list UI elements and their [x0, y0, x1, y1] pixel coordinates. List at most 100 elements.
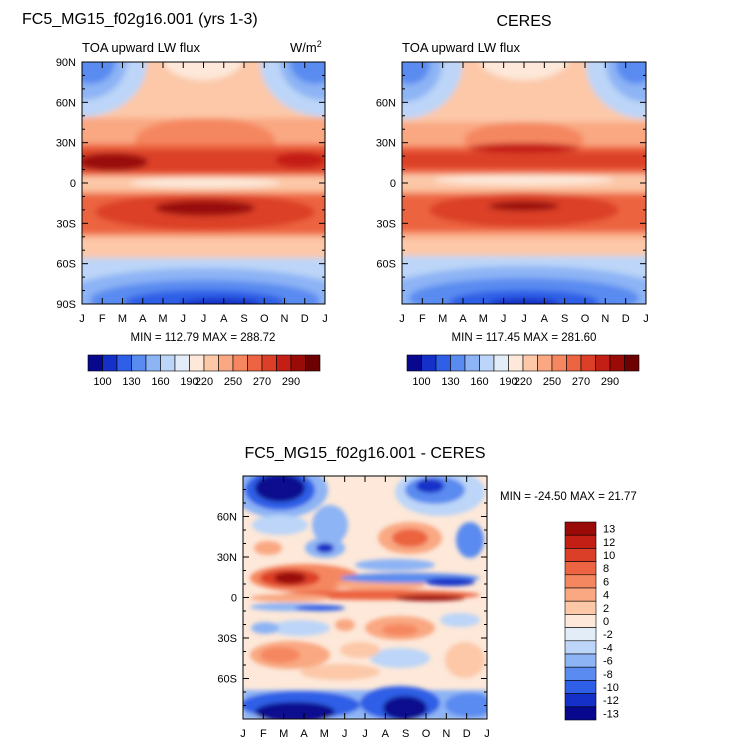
colorbar-swatch	[564, 666, 597, 681]
colorbar-swatch	[218, 354, 234, 372]
colorbar-swatch	[435, 354, 451, 372]
y-tick-label: 30S	[56, 218, 76, 230]
y-tick-label: 0	[70, 178, 76, 190]
colorbar-swatch	[564, 534, 597, 549]
x-tick-label: J	[643, 313, 649, 325]
colorbar-swatch	[508, 354, 524, 372]
model-min-max: MIN = 112.79 MAX = 288.72	[131, 332, 276, 344]
x-tick-label: N	[601, 313, 609, 325]
colorbar-label: 8	[603, 563, 609, 575]
x-tick-label: O	[581, 313, 590, 325]
colorbar-swatch	[580, 354, 596, 372]
colorbar-label: 190	[180, 376, 198, 388]
colorbar-swatch	[145, 354, 161, 372]
x-tick-label: A	[382, 728, 390, 740]
colorbar-label: 10	[603, 550, 615, 562]
x-tick-label: M	[118, 313, 127, 325]
colorbar-swatch	[564, 600, 597, 615]
ceres-min-max: MIN = 117.45 MAX = 281.60	[452, 332, 597, 344]
x-tick-label: N	[281, 313, 289, 325]
colorbar-label: 100	[93, 376, 111, 388]
colorbar-swatch	[160, 354, 176, 372]
x-tick-label: M	[279, 728, 288, 740]
y-tick-label: 60S	[376, 259, 396, 271]
y-tick-label: 30S	[217, 633, 237, 645]
units-label: W/m2	[290, 39, 322, 55]
x-tick-label: J	[521, 313, 527, 325]
x-tick-label: S	[561, 313, 568, 325]
colorbar-swatch	[564, 640, 597, 655]
colorbar-label: 160	[470, 376, 488, 388]
x-tick-label: A	[300, 728, 308, 740]
colorbar-swatch	[595, 354, 611, 372]
x-tick-label: D	[463, 728, 471, 740]
panel-difference: FC5_MG15_f02g16.001 - CERES	[217, 445, 637, 740]
colorbar-swatch	[290, 354, 306, 372]
ceres-heatmap	[402, 62, 646, 304]
colorbar-swatch	[406, 354, 422, 372]
model-subtitle: TOA upward LW flux	[82, 40, 201, 55]
y-tick-label: 30N	[376, 138, 396, 150]
x-tick-label: O	[422, 728, 431, 740]
colorbar-swatch	[261, 354, 277, 372]
colorbar-swatch	[564, 627, 597, 642]
colorbar-label: -4	[603, 642, 613, 654]
colorbar-swatch	[564, 653, 597, 668]
x-tick-label: N	[442, 728, 450, 740]
colorbar-label: 270	[253, 376, 271, 388]
colorbar-swatch	[564, 548, 597, 562]
colorbar-swatch	[537, 354, 553, 372]
colorbar-swatch	[247, 354, 263, 372]
ceres-title: CERES	[496, 13, 551, 30]
colorbar-label: 0	[603, 616, 609, 628]
colorbar-label: 190	[499, 376, 517, 388]
x-tick-label: J	[501, 313, 507, 325]
colorbar-swatch	[609, 354, 625, 372]
model-heatmap	[82, 62, 325, 304]
x-tick-label: F	[99, 313, 106, 325]
colorbar-label: 130	[441, 376, 459, 388]
colorbar-label: 220	[514, 376, 532, 388]
y-tick-label: 60S	[217, 674, 237, 686]
colorbar-swatch	[564, 706, 597, 721]
x-tick-label: M	[320, 728, 329, 740]
colorbar-label: 290	[601, 376, 619, 388]
difference-title: FC5_MG15_f02g16.001 - CERES	[244, 445, 485, 462]
colorbar-swatch	[566, 354, 582, 372]
colorbar-label: -12	[603, 695, 619, 707]
colorbar-swatch	[450, 354, 466, 372]
colorbar-swatch	[464, 354, 480, 372]
x-tick-label: J	[181, 313, 187, 325]
x-tick-label: J	[362, 728, 368, 740]
x-tick-label: J	[322, 313, 328, 325]
colorbar-swatch	[174, 354, 190, 372]
x-tick-label: J	[79, 313, 85, 325]
colorbar-swatch	[564, 693, 597, 708]
y-tick-label: 0	[231, 593, 237, 605]
x-tick-label: A	[139, 313, 147, 325]
ceres-subtitle: TOA upward LW flux	[402, 40, 521, 55]
colorbar-swatch	[189, 354, 205, 372]
y-tick-label: 60N	[217, 512, 237, 524]
colorbar-swatch	[522, 354, 538, 372]
colorbar-label: -8	[603, 669, 613, 681]
colorbar-swatch	[232, 354, 248, 372]
colorbar-label: 2	[603, 603, 609, 615]
colorbar-swatch	[564, 680, 597, 694]
panel-model: FC5_MG15_f02g16.001 (yrs 1-3) TOA upward…	[22, 11, 328, 388]
x-tick-label: S	[240, 313, 247, 325]
y-tick-label: 0	[390, 178, 396, 190]
colorbar-label: 100	[412, 376, 430, 388]
x-tick-label: A	[459, 313, 467, 325]
panel-ceres: CERES TOA upward LW flux	[376, 13, 649, 388]
y-tick-label: 90S	[56, 299, 76, 311]
y-tick-label: 60S	[56, 259, 76, 271]
colorbar-label: 6	[603, 576, 609, 588]
difference-heatmap	[243, 476, 487, 719]
x-tick-label: F	[260, 728, 267, 740]
